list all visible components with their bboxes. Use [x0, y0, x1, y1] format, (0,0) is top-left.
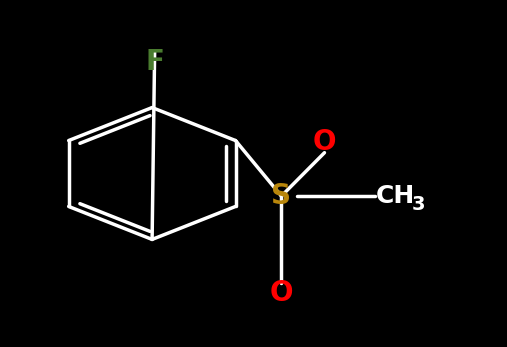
- Text: F: F: [145, 49, 164, 76]
- Text: 3: 3: [412, 195, 425, 214]
- Text: O: O: [270, 279, 293, 307]
- Text: O: O: [313, 128, 336, 156]
- Text: S: S: [271, 182, 292, 210]
- Text: CH: CH: [376, 184, 415, 208]
